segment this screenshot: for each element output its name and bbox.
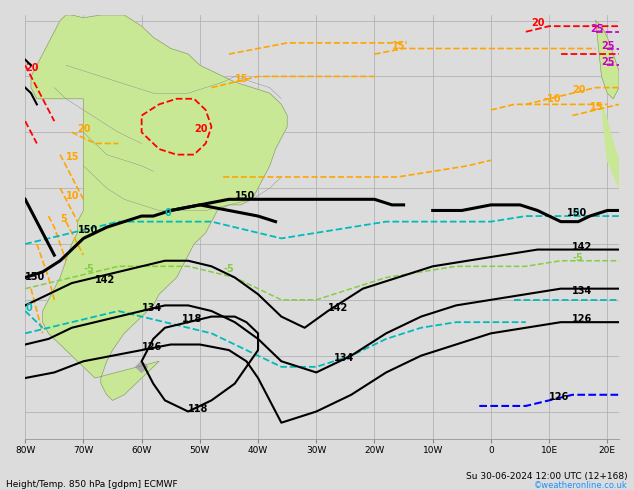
Text: 142: 142 xyxy=(95,275,115,285)
Text: 142: 142 xyxy=(573,242,593,251)
Text: 20: 20 xyxy=(532,18,545,28)
Text: -5: -5 xyxy=(573,253,583,263)
Text: 126: 126 xyxy=(573,314,593,324)
Text: 150: 150 xyxy=(25,272,46,283)
Text: 15: 15 xyxy=(590,102,604,112)
Text: 20: 20 xyxy=(25,63,39,73)
Text: 20: 20 xyxy=(194,124,207,134)
Text: 0: 0 xyxy=(165,208,172,218)
Text: 15: 15 xyxy=(66,152,79,162)
Text: 150: 150 xyxy=(235,191,255,201)
Text: 126: 126 xyxy=(141,342,162,352)
Text: 142: 142 xyxy=(328,303,348,313)
Text: -5: -5 xyxy=(223,264,234,274)
Polygon shape xyxy=(602,104,619,188)
Text: 10: 10 xyxy=(66,191,79,201)
Text: 25: 25 xyxy=(590,24,604,34)
Text: 20: 20 xyxy=(77,124,91,134)
Text: 134: 134 xyxy=(333,353,354,363)
Text: 118: 118 xyxy=(183,314,203,324)
Polygon shape xyxy=(596,21,619,99)
Polygon shape xyxy=(136,361,148,372)
Text: 134: 134 xyxy=(141,303,162,313)
Text: 134: 134 xyxy=(573,286,593,296)
Text: 15': 15' xyxy=(392,41,408,50)
Text: 126: 126 xyxy=(549,392,569,402)
Text: 0: 0 xyxy=(25,303,32,313)
Text: 0: 0 xyxy=(573,208,579,218)
Text: Height/Temp. 850 hPa [gdpm] ECMWF: Height/Temp. 850 hPa [gdpm] ECMWF xyxy=(6,480,178,489)
Text: Su 30-06-2024 12:00 UTC (12+168): Su 30-06-2024 12:00 UTC (12+168) xyxy=(466,472,628,481)
Text: -5: -5 xyxy=(84,264,94,274)
Text: 118: 118 xyxy=(188,404,209,414)
Text: ©weatheronline.co.uk: ©weatheronline.co.uk xyxy=(534,481,628,490)
Polygon shape xyxy=(31,15,287,400)
Text: -10: -10 xyxy=(543,94,561,103)
Text: 20: 20 xyxy=(573,85,586,95)
Text: 25: 25 xyxy=(602,41,615,50)
Text: 150: 150 xyxy=(567,208,587,218)
Text: 150: 150 xyxy=(77,225,98,235)
Text: 5: 5 xyxy=(60,214,67,223)
Text: 15: 15 xyxy=(235,74,249,84)
Text: 25: 25 xyxy=(602,57,615,67)
